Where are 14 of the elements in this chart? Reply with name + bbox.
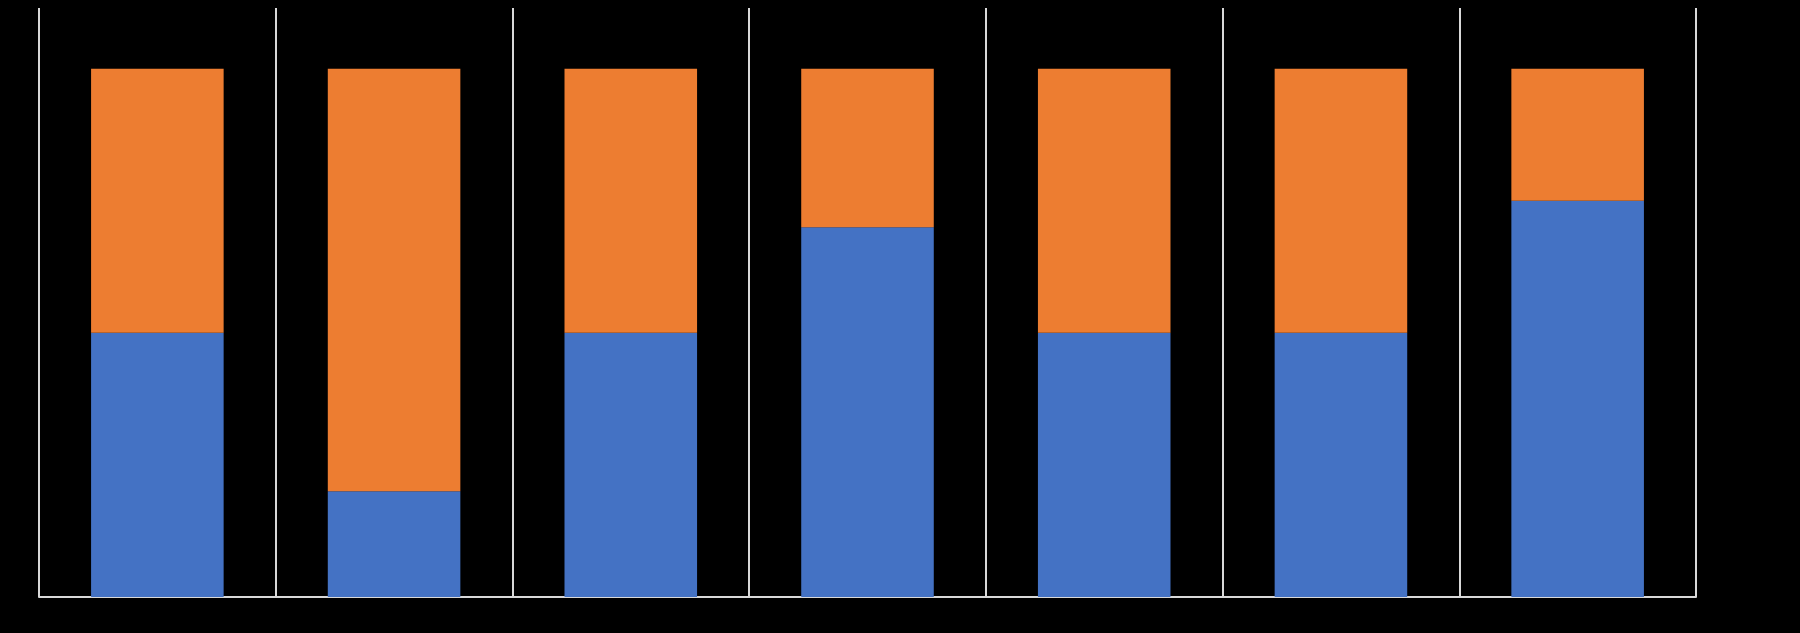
bar (91, 68, 224, 333)
bar (1274, 68, 1408, 333)
bar (327, 491, 461, 597)
bar (1511, 200, 1644, 597)
bar (1037, 68, 1171, 333)
bar (801, 227, 934, 597)
bar (1037, 332, 1171, 597)
bar (1274, 332, 1408, 597)
bar (801, 68, 934, 228)
bar (564, 332, 698, 597)
bar (91, 332, 224, 597)
bar (327, 68, 461, 492)
bar (1511, 68, 1644, 201)
bar (564, 68, 698, 333)
